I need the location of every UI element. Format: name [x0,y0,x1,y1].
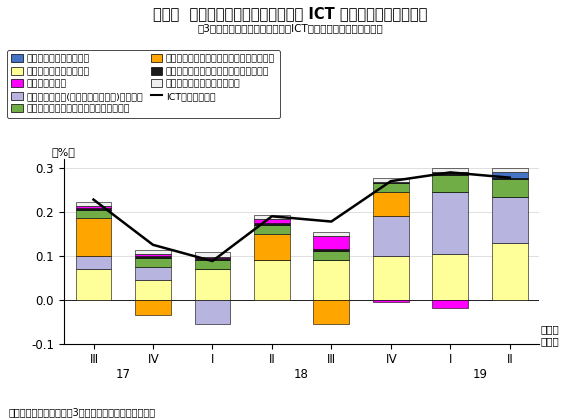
Bar [254,215,289,220]
Bar [135,250,171,254]
Bar [194,300,230,324]
Text: 19: 19 [473,368,487,381]
Bar [373,178,408,182]
Bar [75,269,111,300]
Bar [313,251,349,260]
Bar [254,220,289,223]
Bar [313,260,349,300]
Bar [254,223,289,225]
Bar [75,207,111,210]
Bar [135,254,171,256]
Bar [135,280,171,300]
Bar [254,260,289,300]
Bar [135,267,171,280]
Bar [432,168,468,172]
Bar [313,232,349,236]
Bar [492,178,528,179]
Bar [313,300,349,324]
Bar [194,252,230,257]
Bar [373,256,408,300]
Bar [75,210,111,218]
Bar [194,260,230,269]
Bar [135,300,171,315]
Bar [432,300,468,308]
Bar [194,257,230,258]
Bar [75,202,111,206]
Bar [254,225,289,234]
Text: 第3次産業活動指数総合に占めるICT関連サービス指数の寄与度: 第3次産業活動指数総合に占めるICT関連サービス指数の寄与度 [197,23,383,33]
Legend: 固定電気通信業・寄与度, 移動電気通信業・寄与度, 放送業・寄与度, 情報サービス業(除くゲームソフト)・寄与度, インターネット附随サービス業・寄与度, コン: 固定電気通信業・寄与度, 移動電気通信業・寄与度, 放送業・寄与度, 情報サービ… [7,49,280,118]
Bar [313,236,349,249]
Bar [492,179,528,197]
Bar [373,216,408,256]
Text: （期）: （期） [541,324,560,334]
Bar [373,182,408,184]
Bar [373,192,408,216]
Text: （%）: （%） [52,147,76,157]
Bar [75,206,111,207]
Bar [432,253,468,300]
Bar [313,249,349,251]
Text: （年）: （年） [541,336,560,347]
Text: 図表３  第３次産業活動指数に占める ICT 関連サービスの寄与度: 図表３ 第３次産業活動指数に占める ICT 関連サービスの寄与度 [153,6,427,21]
Bar [254,234,289,260]
Bar [75,256,111,269]
Bar [373,184,408,192]
Bar [135,258,171,267]
Bar [492,168,528,172]
Bar [492,243,528,300]
Text: 17: 17 [116,368,130,381]
Bar [194,258,230,260]
Bar [75,218,111,256]
Text: 18: 18 [294,368,309,381]
Bar [194,269,230,300]
Bar [432,175,468,192]
Bar [135,256,171,258]
Bar [432,172,468,175]
Text: （出所）経済産業省「第3次産業活動指数」より作成。: （出所）経済産業省「第3次産業活動指数」より作成。 [9,407,156,417]
Bar [432,192,468,253]
Bar [492,172,528,178]
Bar [492,197,528,243]
Bar [373,300,408,302]
